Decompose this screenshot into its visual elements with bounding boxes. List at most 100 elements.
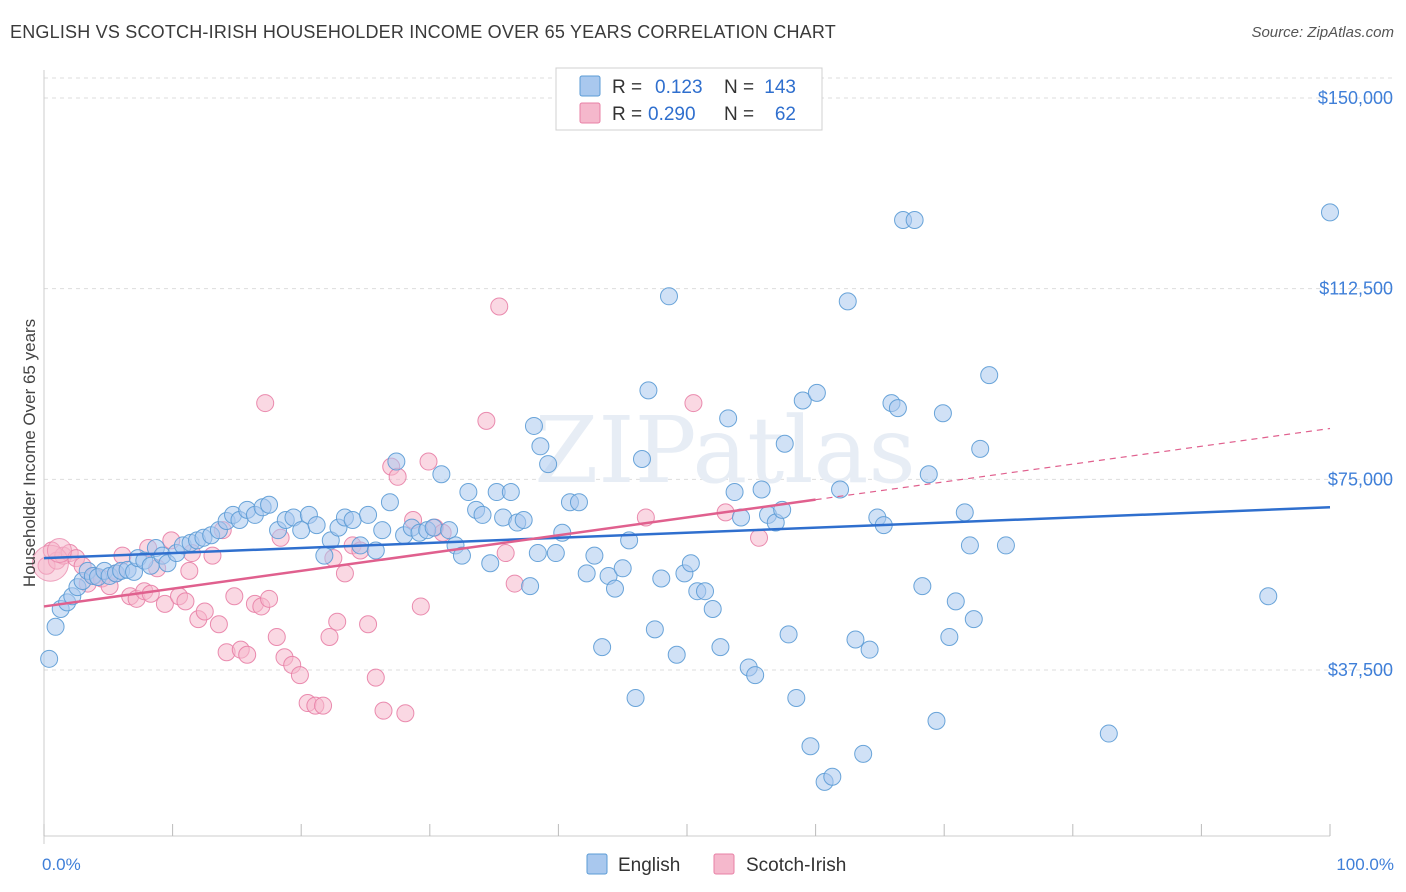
- english-point: [424, 518, 443, 537]
- x-tick-label-max: 100.0%: [1336, 855, 1394, 874]
- english-n-label: N =: [724, 77, 754, 98]
- english-point: [307, 516, 326, 535]
- scotch-irish-point: [180, 561, 199, 580]
- english-point: [452, 546, 471, 565]
- english-point: [807, 383, 826, 402]
- english-point: [746, 666, 765, 685]
- english-point: [514, 511, 533, 530]
- english-point: [292, 521, 311, 540]
- english-point: [964, 610, 983, 629]
- english-point: [593, 638, 612, 657]
- y-tick-labels: $37,500 $75,000 $112,500 $150,000: [1318, 88, 1393, 680]
- english-point: [823, 767, 842, 786]
- scotch-irish-point: [684, 394, 703, 413]
- y-tick-label: $37,500: [1328, 660, 1393, 680]
- english-point: [639, 381, 658, 400]
- english-point: [473, 505, 492, 524]
- english-point: [913, 577, 932, 596]
- english-point: [546, 544, 565, 563]
- trend-lines: [43, 427, 1331, 608]
- english-point: [531, 437, 550, 456]
- scotch-irish-point: [366, 668, 385, 687]
- y-axis-label: Householder Income Over 65 years: [20, 319, 39, 587]
- english-point: [459, 483, 478, 502]
- english-point: [719, 409, 738, 428]
- english-point: [703, 599, 722, 618]
- english-point: [960, 536, 979, 555]
- english-point: [996, 536, 1015, 555]
- english-point: [725, 483, 744, 502]
- scotch-irish-trend-extension: [815, 427, 1331, 501]
- legend-scotch-irish-label: Scotch-Irish: [746, 855, 846, 876]
- english-point: [359, 505, 378, 524]
- english-point: [1099, 724, 1118, 743]
- english-point: [645, 620, 664, 639]
- scotch-irish-point: [419, 452, 438, 471]
- english-point: [40, 649, 59, 668]
- english-point: [46, 617, 65, 636]
- english-point: [440, 521, 459, 540]
- english-point: [667, 645, 686, 664]
- english-point: [524, 416, 543, 435]
- english-point: [940, 627, 959, 646]
- english-point: [521, 577, 540, 596]
- grid-lines: [44, 77, 1392, 671]
- scotch-irish-point: [490, 297, 509, 316]
- scotch-irish-point: [225, 587, 244, 606]
- chart-title: ENGLISH VS SCOTCH-IRISH HOUSEHOLDER INCO…: [10, 22, 836, 42]
- scotch-irish-point: [335, 564, 354, 583]
- english-point: [905, 211, 924, 230]
- scotch-irish-point: [176, 592, 195, 611]
- english-point: [315, 546, 334, 565]
- english-point: [626, 688, 645, 707]
- english-point: [860, 640, 879, 659]
- legend-english-label: English: [618, 855, 680, 876]
- english-point: [919, 465, 938, 484]
- english-point: [481, 554, 500, 573]
- scotch-irish-point: [290, 666, 309, 685]
- scotch-irish-point: [505, 574, 524, 593]
- english-trend-line: [43, 506, 1331, 560]
- english-r-value: 0.123: [655, 77, 703, 98]
- english-point: [955, 503, 974, 522]
- scotch-irish-point: [256, 394, 275, 413]
- scotch-irish-point: [320, 627, 339, 646]
- english-r-label: R =: [612, 77, 642, 98]
- data-points: [31, 203, 1339, 791]
- english-point: [528, 544, 547, 563]
- english-point: [779, 625, 798, 644]
- stats-legend: R = 0.123 N = 143 R = 0.290 N = 62: [555, 67, 823, 131]
- scotch-irish-trend-line: [43, 498, 816, 608]
- english-point: [846, 630, 865, 649]
- english-point: [1259, 587, 1278, 606]
- scotch-irish-point: [209, 615, 228, 634]
- english-point: [933, 404, 952, 423]
- english-point: [632, 449, 651, 468]
- english-point: [793, 391, 812, 410]
- english-point: [681, 554, 700, 573]
- english-point: [539, 455, 558, 474]
- english-point: [787, 688, 806, 707]
- english-point: [752, 480, 771, 499]
- scotch-irish-n-value: 62: [775, 104, 796, 125]
- scotch-irish-point: [750, 528, 769, 547]
- scotch-irish-r-label: R =: [612, 104, 642, 125]
- scotch-irish-point: [477, 411, 496, 430]
- legend-english-swatch: [586, 853, 608, 875]
- scotch-irish-point: [328, 612, 347, 631]
- english-point: [577, 564, 596, 583]
- scotch-irish-point: [496, 544, 515, 563]
- scotch-irish-point: [260, 589, 279, 608]
- scotch-irish-point: [411, 597, 430, 616]
- english-point: [980, 366, 999, 385]
- series-legend: English Scotch-Irish: [586, 853, 846, 876]
- english-point: [971, 439, 990, 458]
- english-point: [613, 559, 632, 578]
- y-tick-label: $112,500: [1319, 279, 1393, 299]
- english-point: [801, 737, 820, 756]
- english-point: [1321, 203, 1339, 222]
- english-point: [387, 452, 406, 471]
- english-point: [569, 493, 588, 512]
- english-point: [585, 546, 604, 565]
